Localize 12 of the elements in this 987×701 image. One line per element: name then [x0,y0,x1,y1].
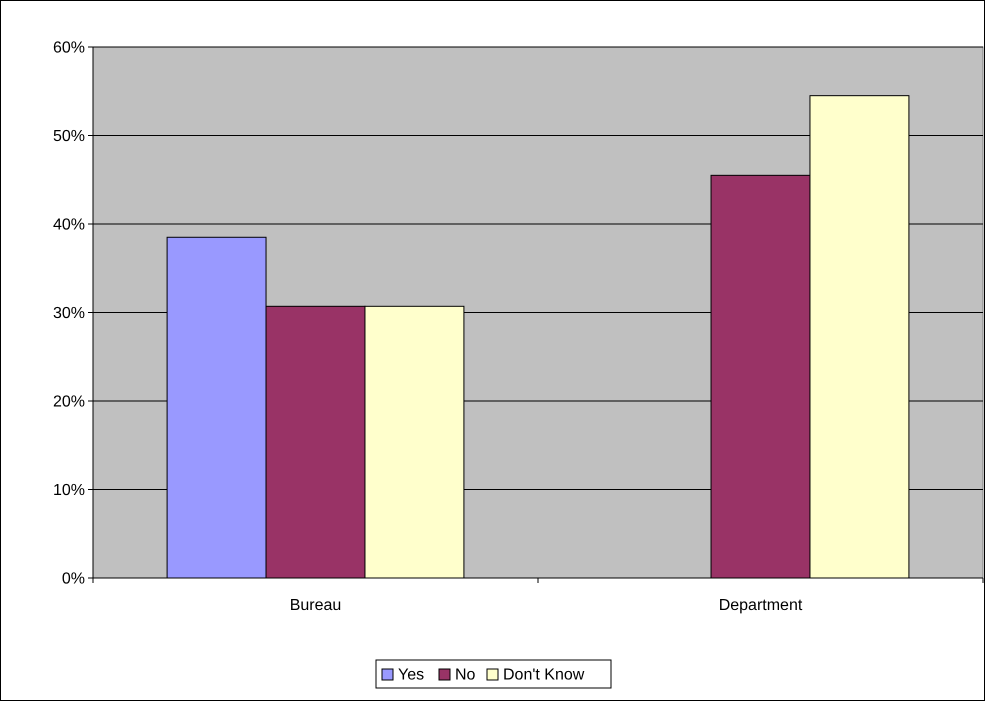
x-tick-label: Bureau [290,597,342,614]
y-tick-label: 0% [62,570,85,588]
y-tick-label: 30% [52,305,85,322]
x-tick-label: Department [718,597,803,614]
y-tick-label: 40% [52,216,85,234]
legend-label: No [455,666,476,684]
y-tick-label: 50% [52,128,85,146]
y-tick-label: 10% [52,482,85,500]
legend-label: Yes [398,666,424,684]
legend-label: Don't Know [503,666,585,684]
y-tick-label: 20% [52,394,85,411]
y-tick-label: 60% [52,40,85,57]
